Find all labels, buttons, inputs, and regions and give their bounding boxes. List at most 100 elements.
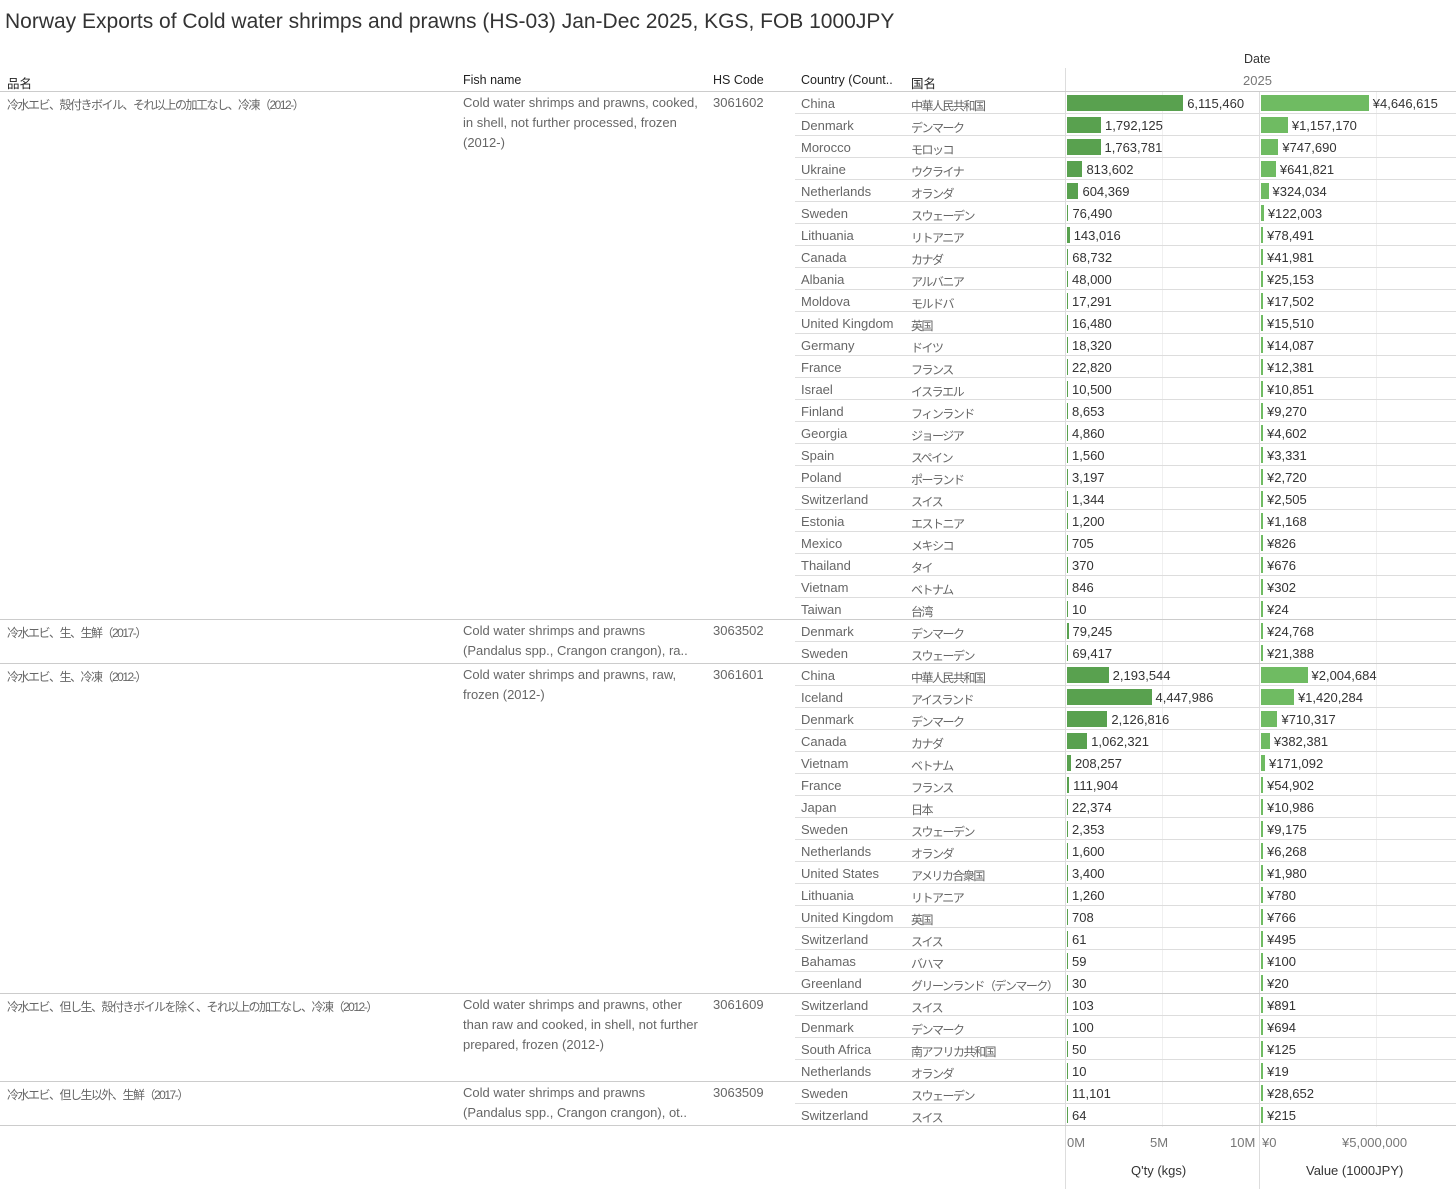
qty-bar[interactable] <box>1067 711 1108 727</box>
value-bar[interactable] <box>1261 777 1263 793</box>
value-bar[interactable] <box>1261 865 1263 881</box>
qty-bar[interactable] <box>1067 821 1068 837</box>
col-header-country[interactable]: Country (Count.. <box>801 73 893 87</box>
country-name[interactable]: Denmark <box>801 1020 854 1035</box>
qty-bar[interactable] <box>1067 887 1068 903</box>
qty-bar[interactable] <box>1067 931 1068 947</box>
qty-bar[interactable] <box>1067 777 1070 793</box>
country-name[interactable]: Switzerland <box>801 1108 869 1123</box>
country-name[interactable]: Georgia <box>801 426 848 441</box>
qty-bar[interactable] <box>1067 447 1068 463</box>
value-bar[interactable] <box>1261 601 1263 617</box>
value-bar[interactable] <box>1261 1063 1263 1079</box>
value-bar[interactable] <box>1261 755 1265 771</box>
value-bar[interactable] <box>1261 733 1270 749</box>
country-name[interactable]: China <box>801 668 835 683</box>
qty-bar[interactable] <box>1067 623 1069 639</box>
qty-bar[interactable] <box>1067 557 1068 573</box>
country-name[interactable]: Poland <box>801 470 842 485</box>
qty-bar[interactable] <box>1067 95 1184 111</box>
value-bar[interactable] <box>1261 249 1263 265</box>
qty-bar[interactable] <box>1067 1041 1068 1057</box>
country-name[interactable]: Greenland <box>801 976 862 991</box>
value-bar[interactable] <box>1261 623 1263 639</box>
qty-bar[interactable] <box>1067 271 1068 287</box>
country-name[interactable]: Netherlands <box>801 1064 872 1079</box>
country-name[interactable]: Japan <box>801 800 837 815</box>
country-name[interactable]: Ukraine <box>801 162 846 177</box>
qty-bar[interactable] <box>1067 1063 1068 1079</box>
country-name[interactable]: Lithuania <box>801 228 854 243</box>
country-name[interactable]: Sweden <box>801 646 848 661</box>
qty-bar[interactable] <box>1067 117 1102 133</box>
country-name[interactable]: Mexico <box>801 536 843 551</box>
qty-bar[interactable] <box>1067 535 1068 551</box>
value-bar[interactable] <box>1261 293 1263 309</box>
country-name[interactable]: Finland <box>801 404 844 419</box>
qty-bar[interactable] <box>1067 733 1088 749</box>
qty-bar[interactable] <box>1067 513 1068 529</box>
qty-bar[interactable] <box>1067 1107 1068 1123</box>
qty-bar[interactable] <box>1067 227 1070 243</box>
country-name[interactable]: Denmark <box>801 712 854 727</box>
value-bar[interactable] <box>1261 711 1278 727</box>
qty-bar[interactable] <box>1067 183 1079 199</box>
qty-bar[interactable] <box>1067 491 1068 507</box>
country-name[interactable]: Israel <box>801 382 833 397</box>
col-header-fish-name[interactable]: Fish name <box>463 73 522 87</box>
value-bar[interactable] <box>1261 491 1263 507</box>
qty-bar[interactable] <box>1067 843 1068 859</box>
value-bar[interactable] <box>1261 469 1263 485</box>
country-name[interactable]: Vietnam <box>801 580 849 595</box>
country-name[interactable]: United Kingdom <box>801 316 894 331</box>
value-bar[interactable] <box>1261 205 1264 221</box>
country-name[interactable]: Denmark <box>801 118 854 133</box>
qty-bar[interactable] <box>1067 645 1069 661</box>
country-name[interactable]: Morocco <box>801 140 851 155</box>
col-header-country-jp[interactable]: 国名 <box>911 77 937 91</box>
value-bar[interactable] <box>1261 645 1263 661</box>
value-bar[interactable] <box>1261 447 1263 463</box>
qty-bar[interactable] <box>1067 469 1068 485</box>
country-name[interactable]: Canada <box>801 734 847 749</box>
value-bar[interactable] <box>1261 381 1263 397</box>
qty-bar[interactable] <box>1067 425 1068 441</box>
country-name[interactable]: Lithuania <box>801 888 854 903</box>
country-name[interactable]: Moldova <box>801 294 851 309</box>
value-bar[interactable] <box>1261 359 1263 375</box>
col-header-hs-code[interactable]: HS Code <box>713 73 764 87</box>
country-name[interactable]: Canada <box>801 250 847 265</box>
value-bar[interactable] <box>1261 183 1269 199</box>
value-bar[interactable] <box>1261 821 1263 837</box>
value-bar[interactable] <box>1261 1019 1263 1035</box>
country-name[interactable]: Taiwan <box>801 602 842 617</box>
country-name[interactable]: Switzerland <box>801 932 869 947</box>
country-name[interactable]: United States <box>801 866 880 881</box>
value-bar[interactable] <box>1261 271 1263 287</box>
value-bar[interactable] <box>1261 1107 1263 1123</box>
country-name[interactable]: Sweden <box>801 822 848 837</box>
value-bar[interactable] <box>1261 579 1263 595</box>
qty-bar[interactable] <box>1067 1085 1068 1101</box>
country-name[interactable]: Albania <box>801 272 845 287</box>
country-name[interactable]: Thailand <box>801 558 851 573</box>
country-name[interactable]: Estonia <box>801 514 845 529</box>
country-name[interactable]: Switzerland <box>801 492 869 507</box>
country-name[interactable]: Germany <box>801 338 855 353</box>
value-bar[interactable] <box>1261 1041 1263 1057</box>
value-bar[interactable] <box>1261 117 1288 133</box>
value-bar[interactable] <box>1261 161 1276 177</box>
qty-bar[interactable] <box>1067 381 1068 397</box>
qty-bar[interactable] <box>1067 601 1068 617</box>
value-bar[interactable] <box>1261 337 1263 353</box>
qty-bar[interactable] <box>1067 403 1068 419</box>
value-bar[interactable] <box>1261 513 1263 529</box>
value-bar[interactable] <box>1261 667 1308 683</box>
value-bar[interactable] <box>1261 315 1263 331</box>
qty-bar[interactable] <box>1067 315 1068 331</box>
value-bar[interactable] <box>1261 887 1263 903</box>
qty-bar[interactable] <box>1067 667 1109 683</box>
value-bar[interactable] <box>1261 799 1263 815</box>
value-bar[interactable] <box>1261 997 1263 1013</box>
value-bar[interactable] <box>1261 425 1263 441</box>
